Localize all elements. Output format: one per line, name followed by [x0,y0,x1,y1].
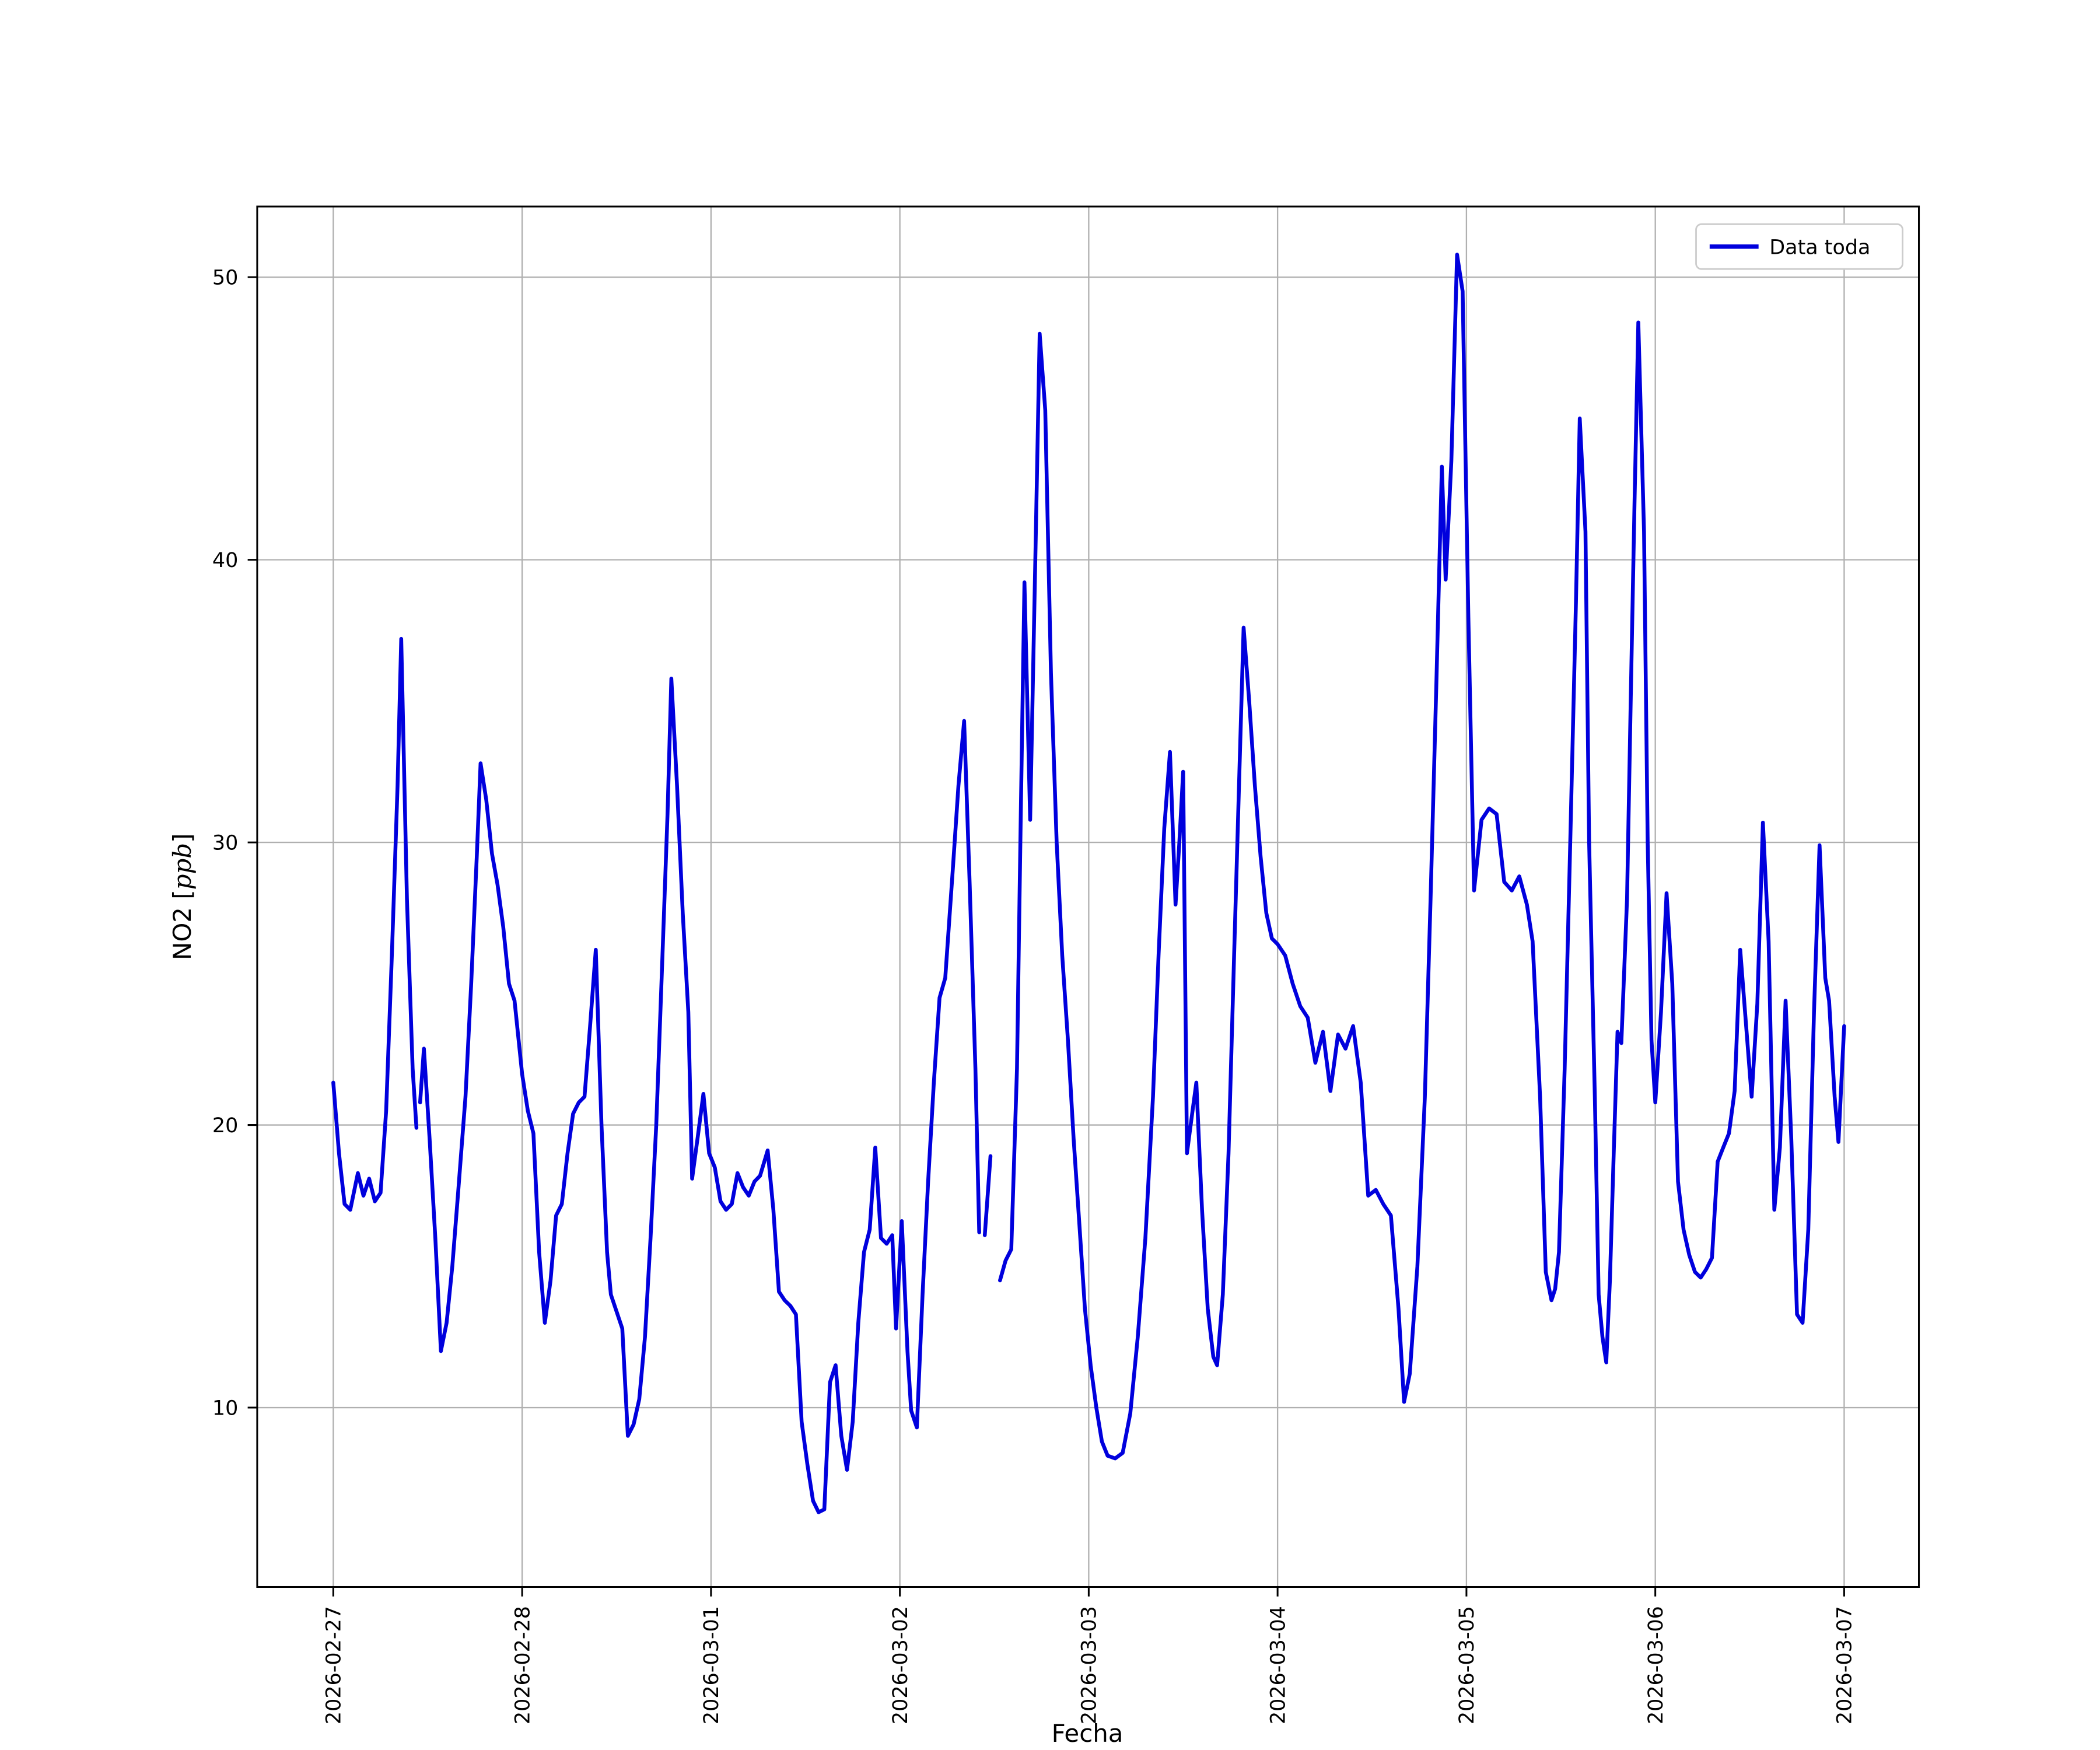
series-line-segment [998,253,1846,1461]
y-tick-label: 50 [212,266,238,289]
x-tick-labels: 2026-02-27 2026-02-28 2026-03-01 2026-03-02… [323,1606,1857,1724]
legend-entry-label: Data toda [1769,236,1870,260]
data-series-line [331,253,1846,1514]
x-tick-label: 2026-03-02 [889,1606,912,1724]
y-tick-label: 30 [212,831,238,855]
x-tick-label: 2026-03-04 [1266,1606,1290,1724]
x-tick-label: 2026-02-27 [323,1606,346,1724]
legend: Data toda [1695,223,1903,270]
y-tick-label: 20 [212,1114,238,1138]
x-tick-label: 2026-03-01 [700,1606,723,1724]
x-tick-label: 2026-03-06 [1644,1606,1668,1724]
series-line-segment [331,636,419,1212]
grid-lines [257,206,1919,1587]
y-tick-labels: 10 20 30 40 50 [212,266,238,1420]
x-axis-label: Fecha [1052,1719,1124,1748]
legend-box [1695,223,1903,270]
y-axis-label: NO2 [ppb] [168,834,197,961]
series-line-segment [982,1154,993,1237]
x-tick-label: 2026-02-28 [511,1606,534,1724]
axis-ticks [247,276,1845,1597]
x-tick-label: 2026-03-03 [1078,1606,1101,1724]
y-tick-label: 40 [212,549,238,572]
x-tick-label: 2026-03-05 [1455,1606,1479,1724]
y-tick-label: 10 [212,1396,238,1420]
x-tick-label: 2026-03-07 [1833,1606,1857,1724]
series-line-segment [418,676,981,1514]
